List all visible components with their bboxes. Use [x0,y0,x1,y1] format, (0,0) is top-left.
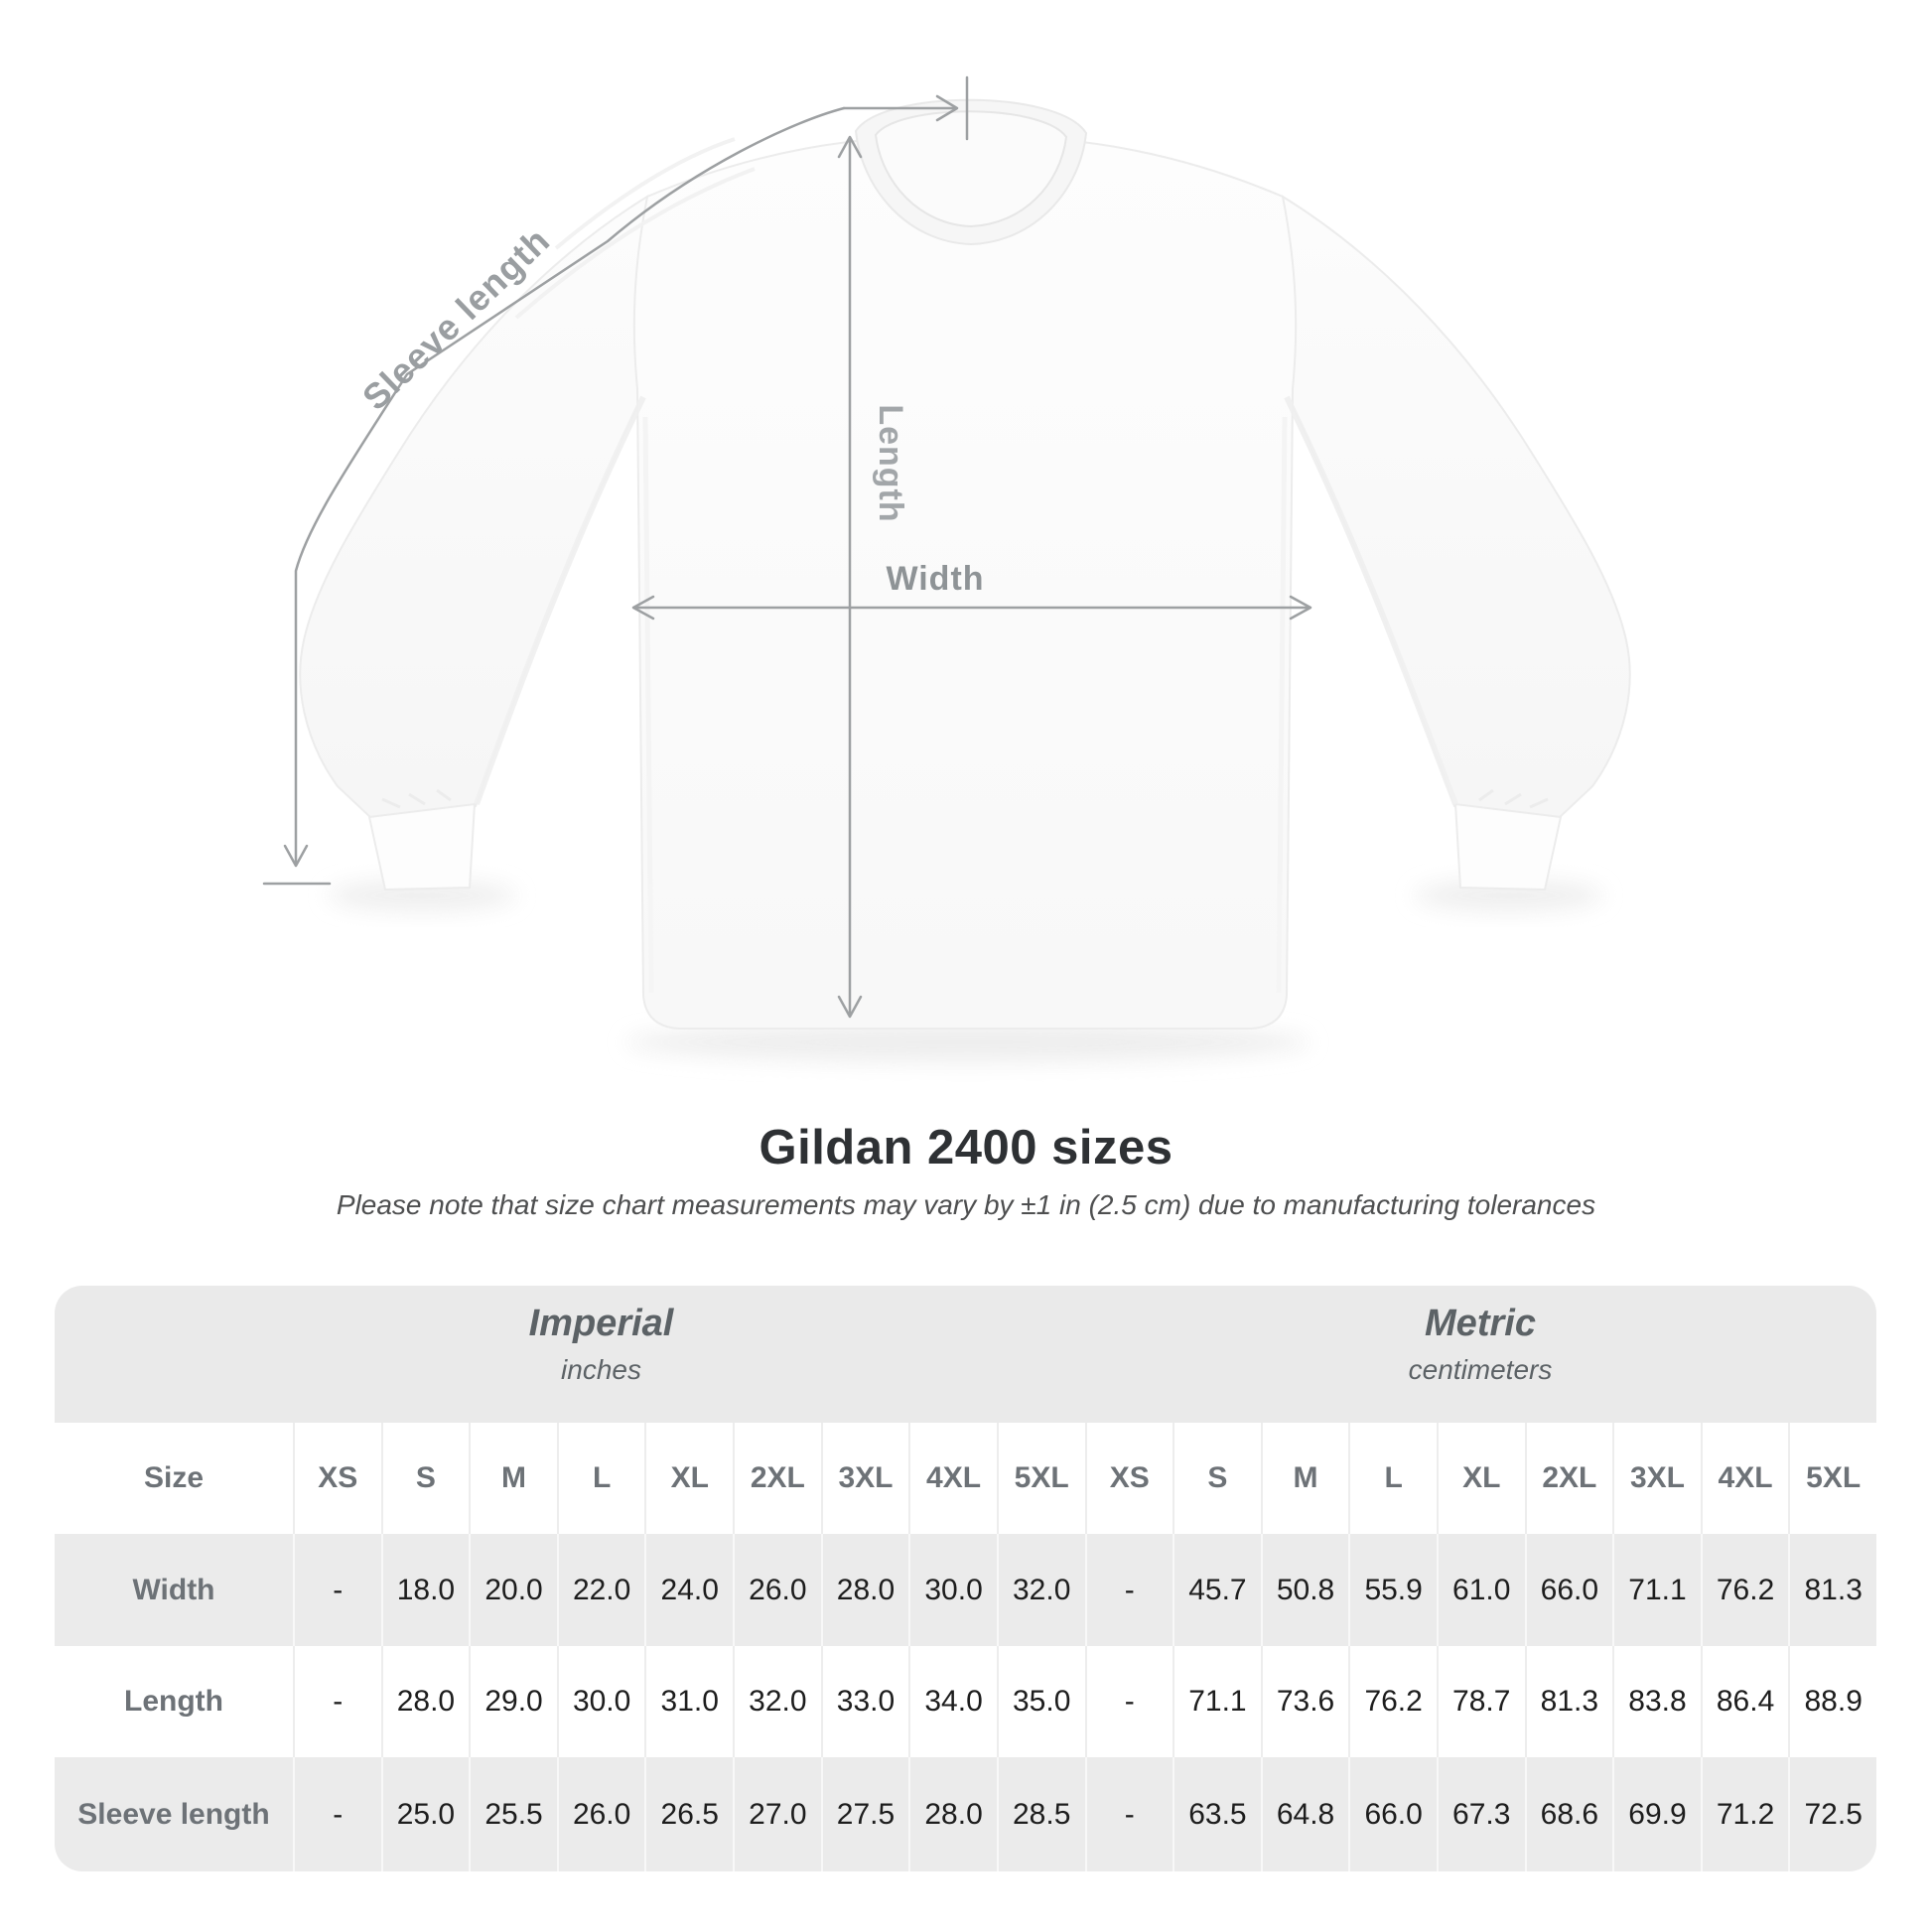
size-header: M [1260,1423,1349,1534]
table-cell: 45.7 [1173,1534,1261,1646]
table-cell: 18.0 [380,1534,470,1646]
size-header: 3XL [1612,1423,1701,1534]
table-cell: - [293,1646,381,1757]
table-cell: 72.5 [1788,1757,1876,1871]
table-cell: 26.0 [556,1757,645,1871]
shirt-diagram: Sleeve length Length Width [262,75,1631,1062]
size-header: 2XL [733,1423,821,1534]
size-header: 5XL [996,1423,1085,1534]
table-cell: 76.2 [1700,1534,1789,1646]
size-col-header: Size [143,1461,205,1494]
table-cell: 73.6 [1260,1646,1349,1757]
table-cell: 27.0 [733,1757,821,1871]
size-chart-table: Imperial inches Metric centimeters Size … [55,1286,1876,1871]
length-arrow: Length [837,135,909,1019]
page-subtitle: Please note that size chart measurements… [336,1189,1596,1220]
sleeve-length-row: Sleeve length - 25.0 25.5 26.0 26.5 27.0… [55,1757,1876,1871]
table-cell: 31.0 [644,1646,733,1757]
size-header: XL [1436,1423,1525,1534]
table-cell: 29.0 [469,1646,557,1757]
size-header-row: Size XS S M L XL 2XL 3XL 4XL 5XL XS S M … [55,1423,1876,1534]
length-label: Length [872,404,909,522]
table-cell: 34.0 [908,1646,997,1757]
imperial-title: Imperial [528,1303,674,1344]
table-cell: 76.2 [1348,1646,1437,1757]
table-cell: 22.0 [556,1534,645,1646]
table-cell: 20.0 [469,1534,557,1646]
table-cell: 78.7 [1436,1646,1525,1757]
size-header: L [556,1423,645,1534]
table-cell: 83.8 [1612,1646,1701,1757]
table-cell: 71.1 [1173,1646,1261,1757]
table-cell: - [293,1534,381,1646]
size-header: XS [1084,1423,1173,1534]
table-cell: 28.0 [820,1534,909,1646]
table-cell: 81.3 [1788,1534,1876,1646]
metric-title: Metric [1425,1303,1536,1344]
table-cell: 66.0 [1348,1757,1437,1871]
size-header: 2XL [1524,1423,1613,1534]
width-arrow: Width [631,560,1312,621]
imperial-section-header: Imperial inches [55,1286,1084,1423]
table-cell: 63.5 [1173,1757,1261,1871]
shirt-collar [854,98,1088,246]
table-cell: 25.0 [380,1757,470,1871]
table-cell: 27.5 [820,1757,909,1871]
table-cell: 67.3 [1436,1757,1525,1871]
table-cell: 28.5 [996,1757,1085,1871]
row-label: Length [124,1685,223,1718]
table-cell: - [293,1757,381,1871]
shirt-sleeves [299,195,1631,892]
table-cell: 26.0 [733,1534,821,1646]
page-title: Gildan 2400 sizes [759,1121,1173,1174]
unit-system-header: Imperial inches Metric centimeters [55,1286,1876,1423]
table-cell: - [1084,1757,1173,1871]
table-cell: 32.0 [996,1534,1085,1646]
size-header: S [380,1423,470,1534]
imperial-unit: inches [561,1354,641,1385]
width-label: Width [886,560,984,598]
table-cell: 86.4 [1700,1646,1789,1757]
size-header: 3XL [820,1423,909,1534]
table-cell: 64.8 [1260,1757,1349,1871]
size-header: 4XL [908,1423,997,1534]
metric-unit: centimeters [1408,1354,1553,1385]
table-cell: 68.6 [1524,1757,1613,1871]
table-cell: 28.0 [380,1646,470,1757]
table-cell: 66.0 [1524,1534,1613,1646]
table-cell: 50.8 [1260,1534,1349,1646]
table-cell: 61.0 [1436,1534,1525,1646]
size-header: 4XL [1700,1423,1789,1534]
row-label: Sleeve length [77,1797,270,1831]
size-header: 5XL [1788,1423,1876,1534]
width-row: Width - 18.0 20.0 22.0 24.0 26.0 28.0 30… [55,1534,1876,1646]
size-header: S [1173,1423,1261,1534]
table-cell: 71.2 [1700,1757,1789,1871]
table-cell: 28.0 [908,1757,997,1871]
size-header: XS [293,1423,381,1534]
size-header: XL [644,1423,733,1534]
size-header: M [469,1423,557,1534]
table-cell: 32.0 [733,1646,821,1757]
metric-section-header: Metric centimeters [1084,1286,1876,1423]
length-row: Length - 28.0 29.0 30.0 31.0 32.0 33.0 3… [55,1646,1876,1757]
table-cell: 25.5 [469,1757,557,1871]
table-cell: 88.9 [1788,1646,1876,1757]
table-cell: 81.3 [1524,1646,1613,1757]
fabric-folds [474,137,1458,994]
table-cell: 30.0 [908,1534,997,1646]
table-cell: 33.0 [820,1646,909,1757]
row-label: Width [132,1573,215,1606]
table-cell: 26.5 [644,1757,733,1871]
table-cell: 69.9 [1612,1757,1701,1871]
table-cell: 30.0 [556,1646,645,1757]
table-cell: - [1084,1646,1173,1757]
table-cell: 71.1 [1612,1534,1701,1646]
size-header: L [1348,1423,1437,1534]
table-cell: 55.9 [1348,1534,1437,1646]
table-cell: 35.0 [996,1646,1085,1757]
table-cell: 24.0 [644,1534,733,1646]
table-cell: - [1084,1534,1173,1646]
